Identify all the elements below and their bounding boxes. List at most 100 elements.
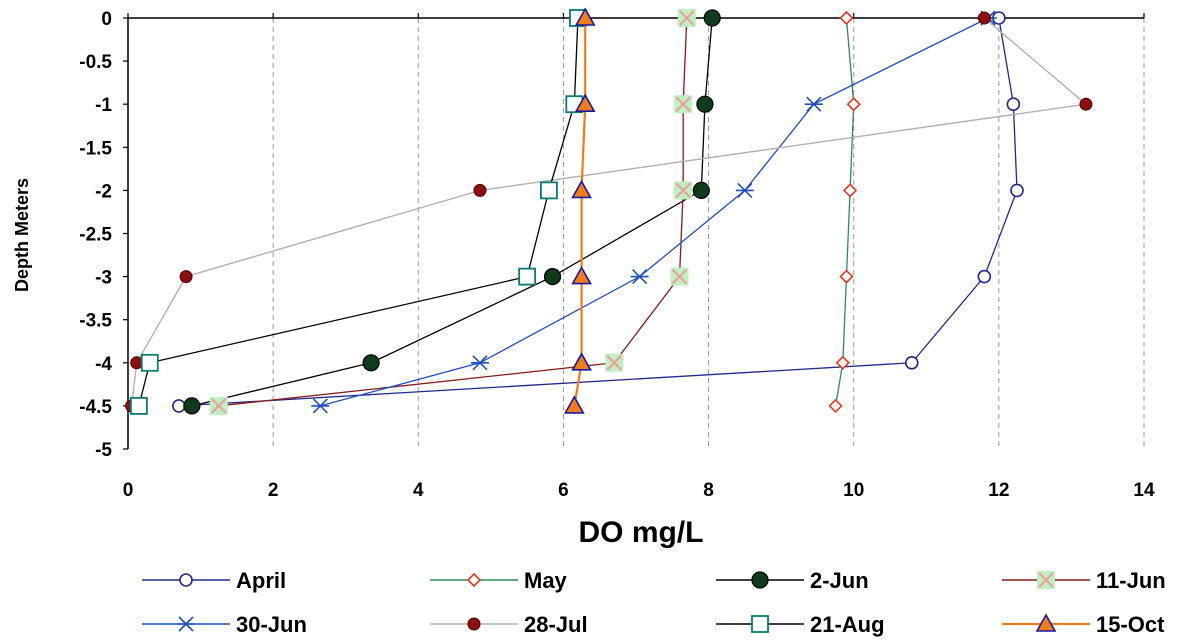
legend-label: 30-Jun: [236, 612, 307, 637]
data-point: [209, 396, 228, 415]
data-point: [605, 353, 624, 372]
marker-shape: [129, 396, 148, 415]
legend-item: 28-Jul: [430, 612, 588, 637]
y-tick-label: -1.5: [79, 138, 112, 159]
data-point: [835, 355, 850, 370]
marker-shape: [839, 269, 854, 284]
series-line: [178, 17, 1018, 407]
marker-shape: [178, 616, 194, 632]
y-tick-label: -1: [95, 95, 112, 116]
data-point: [670, 267, 689, 286]
marker-shape: [571, 352, 592, 371]
data-point: [696, 95, 714, 113]
legend-marker: [466, 572, 482, 588]
marker-shape: [751, 615, 769, 633]
data-point: [977, 11, 991, 25]
data-point: [674, 95, 693, 114]
data-point: [828, 398, 843, 414]
marker-shape: [574, 7, 596, 26]
legend-marker: [1035, 613, 1057, 632]
y-tick-label: -4.5: [79, 397, 112, 418]
marker-shape: [806, 96, 822, 112]
series-may: [828, 10, 861, 414]
series-11-jun: [209, 9, 696, 415]
series-line: [320, 17, 989, 407]
data-point: [470, 355, 489, 371]
marker-shape: [183, 397, 201, 415]
data-point: [1006, 97, 1021, 111]
series-2-jun: [183, 9, 721, 415]
data-point: [129, 396, 148, 415]
marker-shape: [977, 11, 991, 25]
y-tick-label: -5: [95, 440, 112, 461]
marker-shape: [703, 9, 721, 27]
marker-shape: [179, 573, 193, 587]
legend-marker: [177, 616, 195, 632]
data-point: [172, 399, 186, 413]
series-line: [218, 17, 688, 407]
legend-item: 30-Jun: [142, 612, 307, 637]
x-tick-label: 0: [123, 480, 134, 501]
legend-marker: [1037, 571, 1055, 589]
marker-shape: [466, 572, 482, 588]
marker-shape: [632, 269, 648, 285]
marker-shape: [692, 181, 710, 199]
marker-shape: [473, 183, 487, 197]
marker-shape: [1010, 183, 1024, 198]
series-line: [834, 17, 855, 407]
y-tick-label: -4: [95, 354, 112, 375]
data-point: [140, 353, 159, 372]
data-point: [571, 179, 592, 199]
data-point: [630, 269, 649, 285]
data-point: [1010, 183, 1024, 198]
x-tick-label: 6: [558, 480, 569, 501]
x-tick-label: 2: [268, 480, 279, 501]
legend-label: 28-Jul: [524, 612, 588, 637]
legend-marker: [751, 615, 769, 633]
legend-label: 2-Jun: [810, 568, 869, 593]
marker-shape: [518, 267, 537, 286]
series-line: [191, 17, 713, 407]
marker-shape: [574, 93, 596, 112]
y-tick-label: -3: [95, 268, 112, 289]
data-point: [804, 96, 823, 112]
series-april: [172, 11, 1024, 413]
legend-marker: [179, 573, 193, 587]
data-point: [977, 269, 992, 284]
data-point: [735, 182, 754, 198]
data-point: [571, 265, 592, 285]
legend-marker: [751, 571, 769, 589]
series-15-oct: [563, 7, 596, 414]
series-line: [130, 17, 1088, 406]
axes: 0 2 4 6 8 10 12 14 0 -0.5 -1 -1.5 -2 -2.5 -3 -3.5 -4 -4.5…: [79, 9, 1155, 501]
x-tick-label: 12: [988, 480, 1009, 501]
data-point: [563, 395, 585, 414]
marker-shape: [571, 179, 592, 199]
data-point: [183, 397, 201, 415]
marker-shape: [675, 182, 691, 199]
series-layer: [125, 7, 1093, 415]
marker-shape: [679, 10, 695, 26]
data-point: [1079, 97, 1093, 111]
series-30-jun: [311, 10, 997, 414]
marker-shape: [977, 269, 992, 284]
data-point: [842, 183, 858, 198]
marker-shape: [312, 398, 328, 414]
legend-label: 11-Jun: [1096, 568, 1166, 593]
marker-shape: [751, 571, 769, 589]
legend-item: April: [142, 568, 286, 593]
legend-label: May: [524, 568, 568, 593]
data-point: [571, 352, 592, 371]
legend-marker: [467, 617, 481, 631]
data-point: [540, 181, 558, 200]
marker-shape: [846, 97, 861, 112]
legend-item: May: [430, 568, 568, 593]
x-tick-label: 10: [843, 480, 864, 501]
legend-item: 15-Oct: [1002, 612, 1165, 637]
legend-label: 15-Oct: [1096, 612, 1165, 637]
data-point: [674, 181, 693, 200]
series-line: [138, 17, 579, 407]
x-axis-label: DO mg/L: [579, 516, 704, 549]
marker-shape: [675, 96, 691, 112]
marker-shape: [1035, 613, 1057, 632]
